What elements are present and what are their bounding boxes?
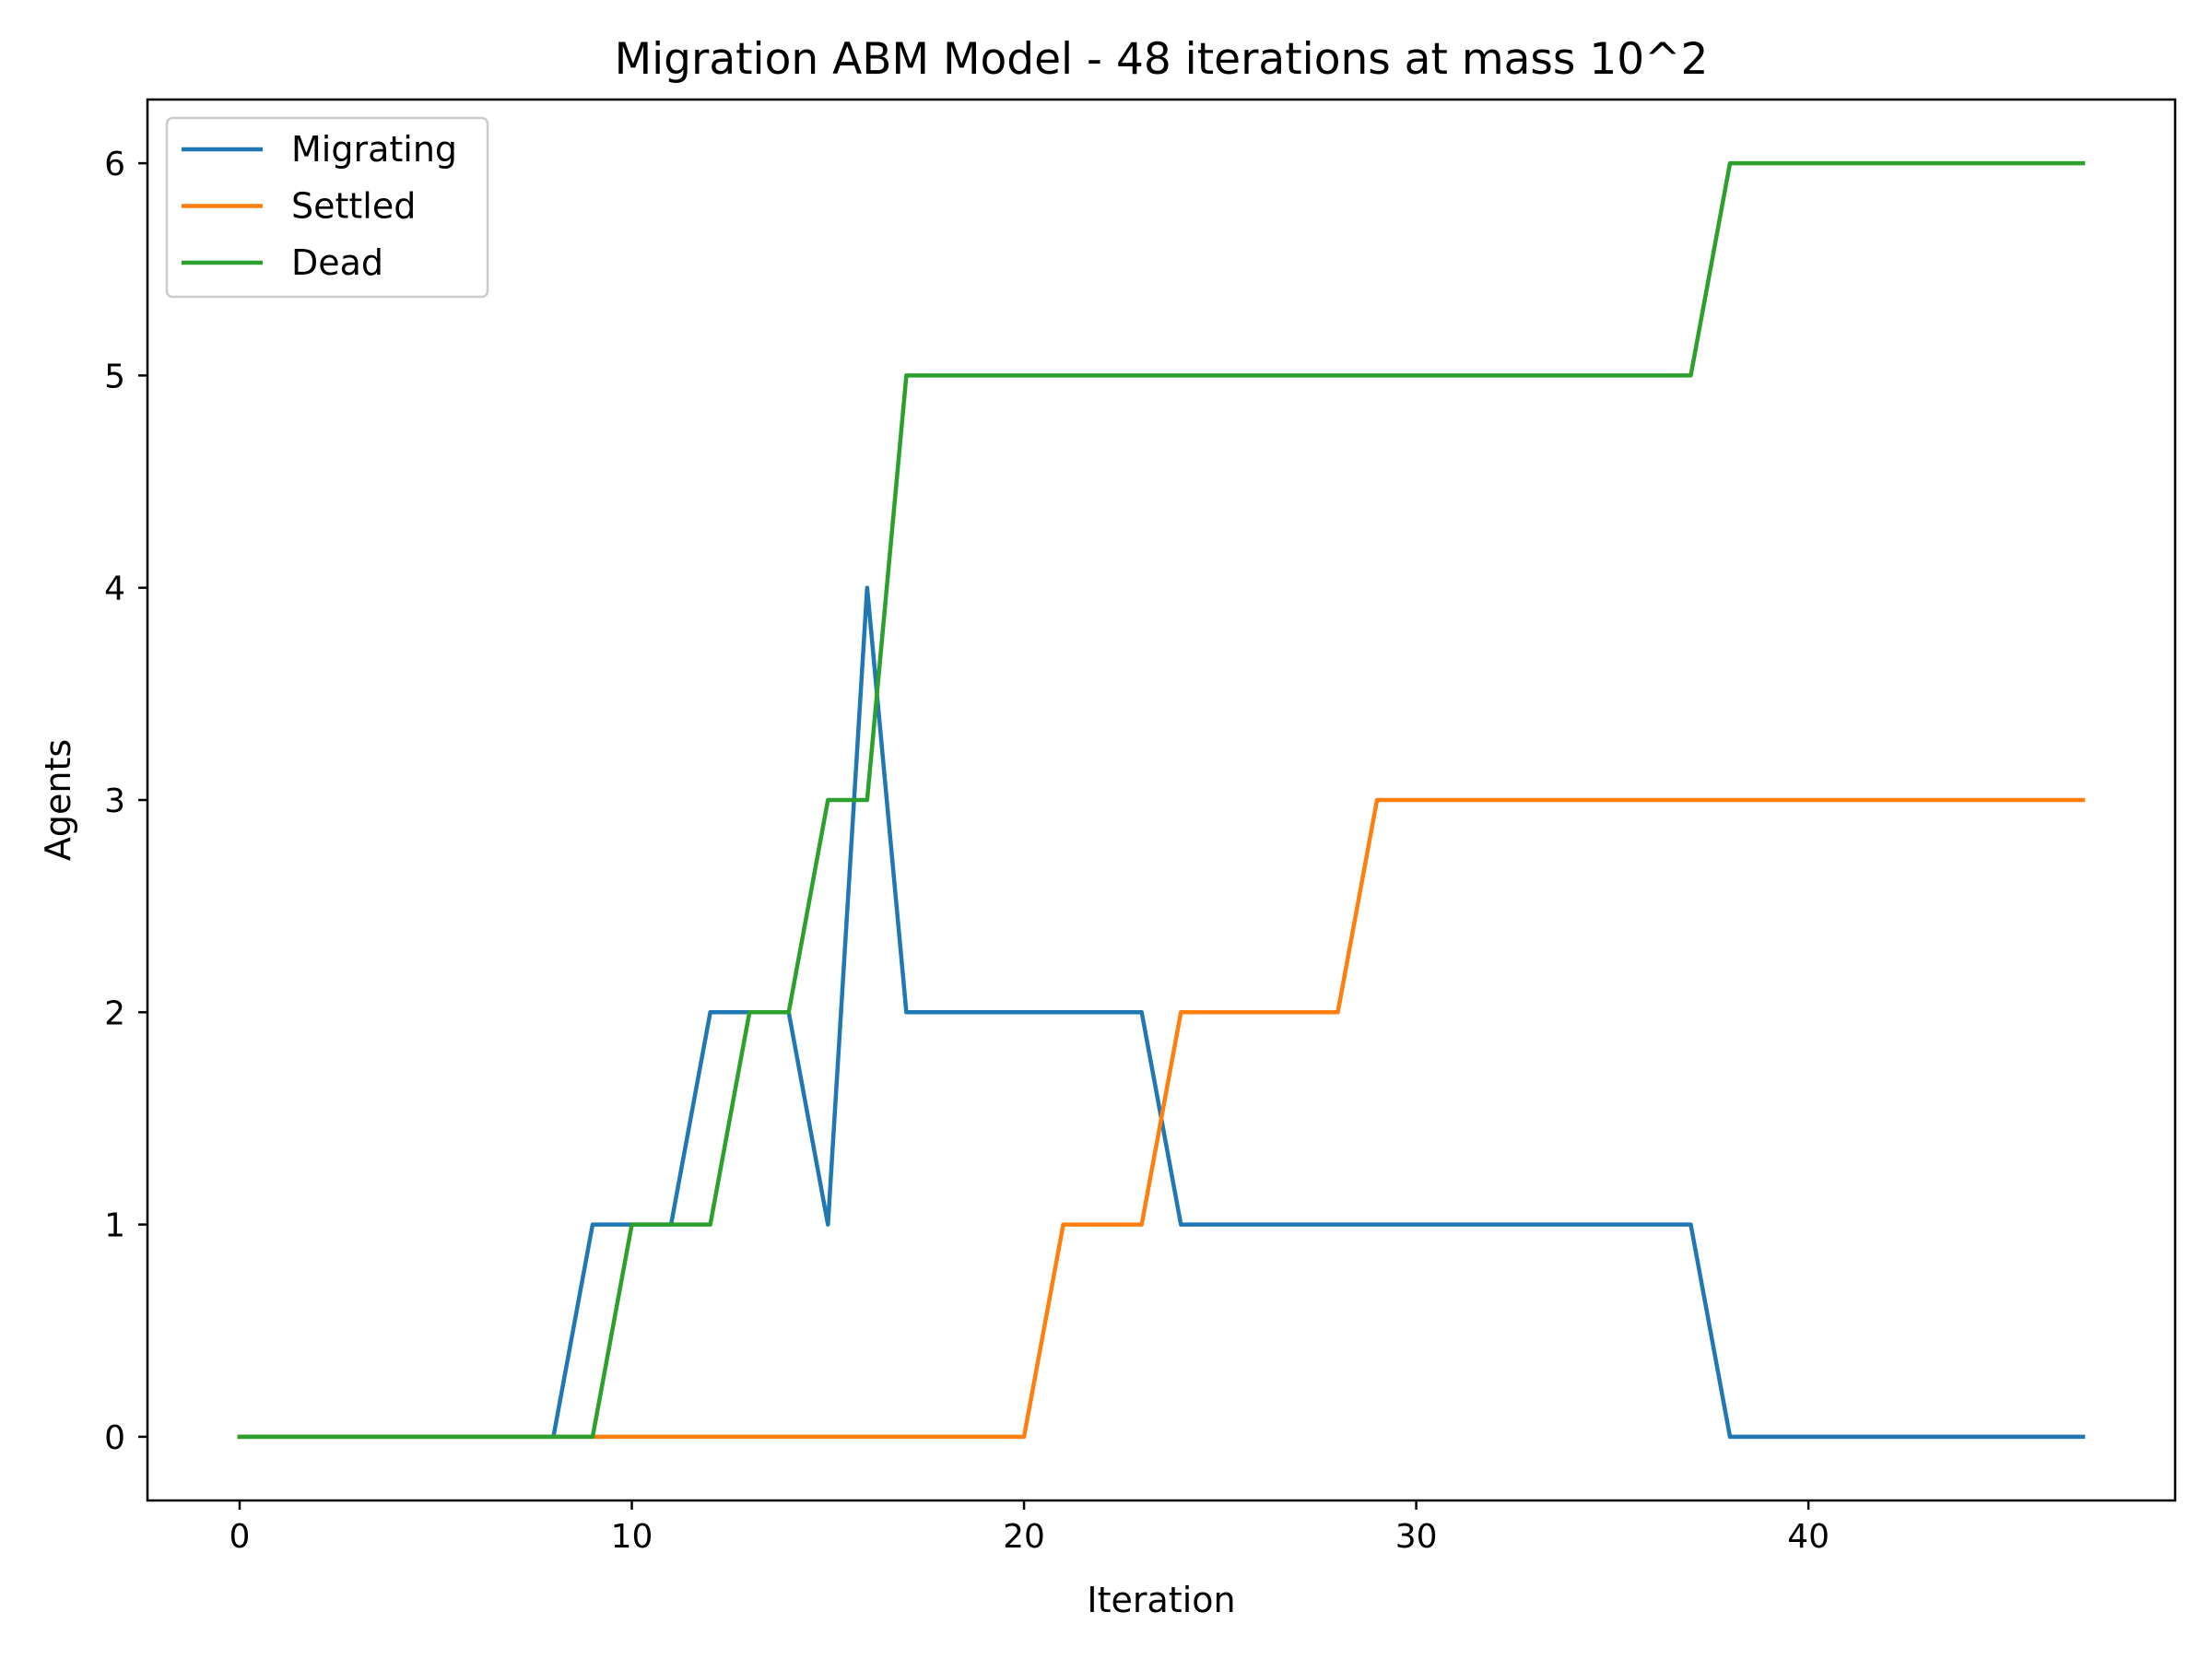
legend-box bbox=[165, 116, 489, 299]
y-tick-label: 0 bbox=[104, 1419, 125, 1457]
y-tick-label: 6 bbox=[104, 146, 125, 183]
x-tick-label: 30 bbox=[1395, 1518, 1438, 1556]
series-layer bbox=[237, 160, 2086, 1440]
y-axis-label: Agents bbox=[38, 739, 78, 861]
legend: Migrating Settled Dead bbox=[165, 116, 489, 299]
y-tick-label: 5 bbox=[104, 358, 125, 395]
legend-label-migrating: Migrating bbox=[291, 129, 457, 170]
y-tick-label: 3 bbox=[104, 782, 125, 820]
x-tick-label: 0 bbox=[229, 1518, 251, 1556]
x-tick-label: 40 bbox=[1787, 1518, 1830, 1556]
x-tick-label: 20 bbox=[1003, 1518, 1045, 1556]
legend-label-settled: Settled bbox=[291, 186, 416, 227]
y-tick-label: 2 bbox=[104, 994, 125, 1032]
y-tick-label: 4 bbox=[104, 571, 125, 608]
chart-title: Migration ABM Model - 48 iterations at m… bbox=[615, 34, 1709, 85]
legend-label-dead: Dead bbox=[291, 242, 383, 283]
y-tick-label: 1 bbox=[104, 1207, 125, 1245]
series-line-dead bbox=[237, 160, 2086, 1440]
x-axis: 0 10 20 30 40 bbox=[229, 1500, 1830, 1556]
x-tick-label: 10 bbox=[611, 1518, 653, 1556]
y-axis: 0 1 2 3 4 5 6 bbox=[104, 146, 147, 1457]
x-axis-label: Iteration bbox=[1087, 1580, 1235, 1620]
